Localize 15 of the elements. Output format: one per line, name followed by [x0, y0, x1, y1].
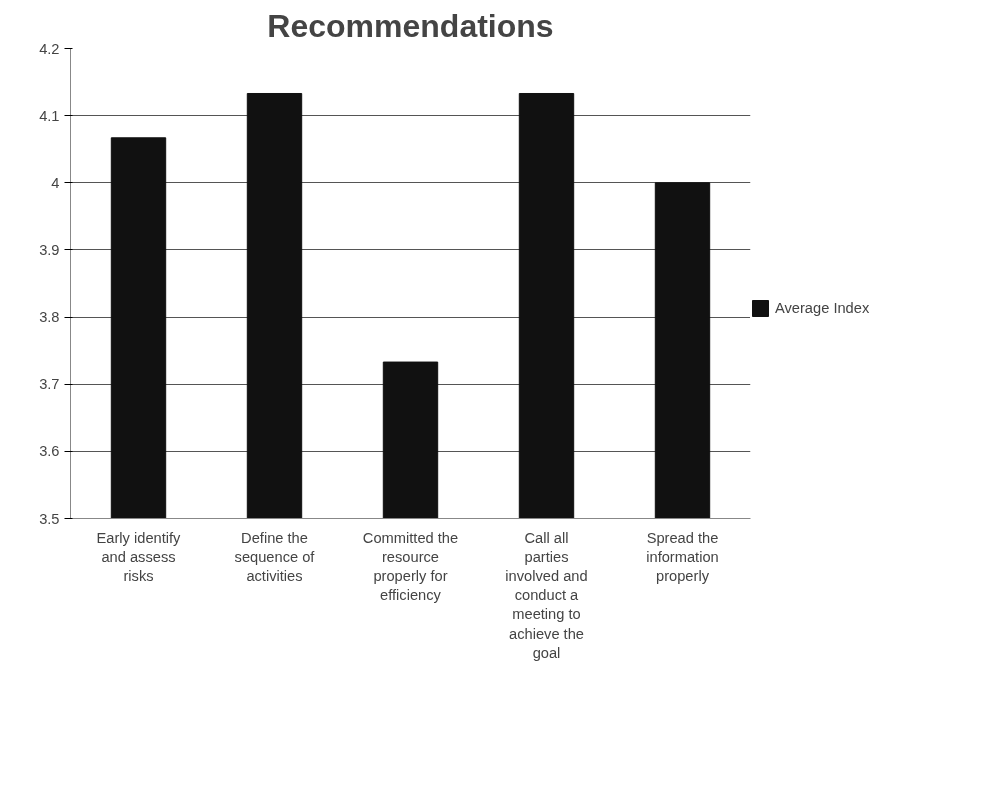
x-tick-label: Call all parties involved and conduct a meeting to achieve the goal	[505, 529, 588, 661]
x-tick-label: Committed the resource properly for efficiency	[362, 529, 459, 604]
x-tick-label: Define the sequence of activities	[234, 529, 316, 584]
chart-title: Recommendations	[267, 7, 554, 44]
y-tick-label: 4.1	[39, 107, 60, 124]
y-tick-label: 4	[51, 174, 60, 191]
y-tick-label: 3.8	[39, 309, 60, 326]
y-tick-label: 4.2	[39, 40, 60, 57]
legend-label: Average Index	[775, 300, 870, 316]
y-tick-label: 3.9	[39, 241, 60, 258]
y-tick-label: 3.7	[39, 376, 60, 393]
y-tick-label: 3.6	[39, 443, 60, 460]
y-tick-label: 3.5	[39, 510, 60, 527]
x-tick-label: Early identify and assess risks	[96, 529, 182, 584]
x-tick-label: Spread the information properly	[646, 529, 719, 584]
